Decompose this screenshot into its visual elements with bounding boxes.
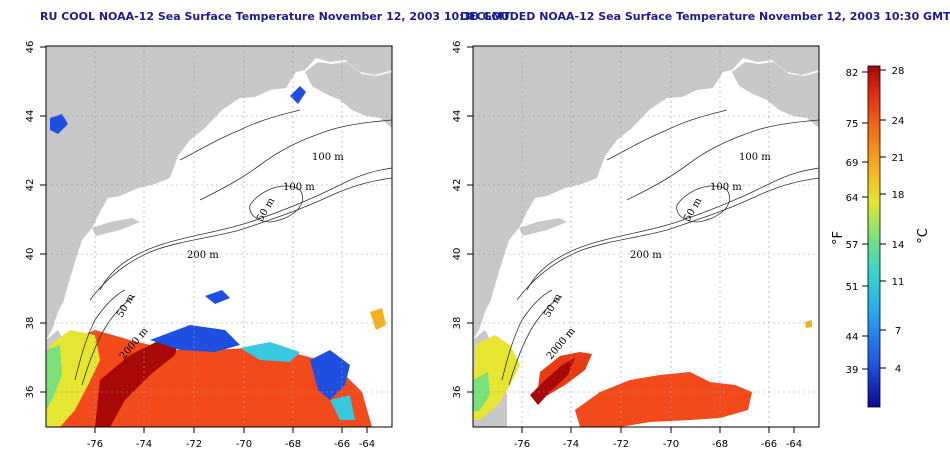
lat-tick-label: 46 bbox=[452, 41, 463, 54]
lat-tick-label: 40 bbox=[25, 248, 36, 261]
fahrenheit-tick: 51 bbox=[846, 282, 859, 293]
lon-tick-label: -66 bbox=[334, 439, 350, 450]
celsius-tick: 7 bbox=[895, 326, 901, 337]
lat-tick-label: 38 bbox=[25, 317, 36, 330]
lon-tick-label: -70 bbox=[663, 439, 679, 450]
sst-hot-band bbox=[530, 358, 575, 405]
nova-scotia-land bbox=[732, 62, 819, 128]
lon-tick-label: -68 bbox=[712, 439, 728, 450]
lon-tick-label: -68 bbox=[285, 439, 301, 450]
contour-label-200m: 200 m bbox=[187, 250, 219, 261]
land-mass bbox=[473, 46, 819, 340]
sst-orange-patch bbox=[805, 320, 812, 328]
sst-small-patch-1 bbox=[205, 290, 230, 304]
fahrenheit-tick: 69 bbox=[846, 158, 859, 169]
fahrenheit-tick: 75 bbox=[846, 119, 859, 130]
contour-label-200m: 200 m bbox=[630, 250, 662, 261]
sst-warm-region bbox=[575, 372, 752, 427]
left-lon-tick-labels: -76 -74 -72 -70 -68 -66 -64 bbox=[87, 439, 375, 450]
celsius-tick: 24 bbox=[892, 116, 905, 127]
depth-contours bbox=[501, 109, 819, 386]
lon-tick-label: -74 bbox=[136, 439, 152, 450]
fahrenheit-tick: 44 bbox=[846, 332, 859, 343]
lat-tick-label: 42 bbox=[452, 179, 463, 192]
temperature-colorbar: 82 75 69 64 57 51 44 39 28 24 21 18 14 1… bbox=[831, 65, 931, 408]
grid-lines bbox=[46, 46, 392, 427]
lat-tick-label: 44 bbox=[452, 110, 463, 123]
colorbar-gradient bbox=[867, 65, 881, 408]
lat-tick-label: 44 bbox=[25, 110, 36, 123]
lon-tick-label: -72 bbox=[186, 439, 202, 450]
contour-label-100m-b: 100 m bbox=[283, 182, 315, 193]
lon-tick-label: -64 bbox=[786, 439, 802, 450]
lon-tick-label: -76 bbox=[514, 439, 530, 450]
left-lat-tick-labels: 46 44 42 40 38 36 bbox=[25, 41, 36, 399]
depth-contours bbox=[74, 109, 392, 386]
fahrenheit-tick: 64 bbox=[846, 193, 859, 204]
lon-tick-label: -64 bbox=[359, 439, 375, 450]
fahrenheit-tick: 39 bbox=[846, 365, 859, 376]
right-map-title: DECLOUDED NOAA-12 Sea Surface Temperatur… bbox=[460, 10, 950, 23]
nova-scotia-land bbox=[305, 62, 392, 128]
sst-green-nearshore bbox=[46, 345, 62, 410]
sst-hot-band bbox=[95, 335, 180, 427]
celsius-tick: 28 bbox=[892, 66, 905, 77]
sst-cyan-patch bbox=[240, 342, 355, 420]
right-map-frame bbox=[472, 45, 820, 428]
fahrenheit-tick: 82 bbox=[846, 68, 859, 79]
lon-tick-label: -66 bbox=[761, 439, 777, 450]
right-lon-tick-labels: -76 -74 -72 -70 -68 -66 -64 bbox=[514, 439, 802, 450]
lon-tick-label: -72 bbox=[613, 439, 629, 450]
lon-tick-label: -76 bbox=[87, 439, 103, 450]
left-map-title: RU COOL NOAA-12 Sea Surface Temperature … bbox=[40, 10, 511, 23]
sst-nova-scotia-patch bbox=[290, 86, 306, 104]
celsius-tick: 21 bbox=[892, 153, 905, 164]
right-map-panel: 100 m 100 m 50 m 200 m 50 m 2000 m -76 -… bbox=[452, 41, 820, 450]
left-map-panel: 100 m 100 m 50 m 200 m 50 m 2000 m -76 -… bbox=[25, 41, 393, 450]
celsius-tick: 4 bbox=[895, 364, 901, 375]
lat-tick-label: 40 bbox=[452, 248, 463, 261]
land-mass bbox=[46, 46, 392, 340]
celsius-unit-label: °C bbox=[916, 228, 931, 244]
contour-label-100m-b: 100 m bbox=[710, 182, 742, 193]
celsius-tick: 11 bbox=[892, 277, 905, 288]
celsius-tick: 14 bbox=[892, 240, 905, 251]
lat-tick-label: 36 bbox=[452, 386, 463, 399]
celsius-tick-labels: 28 24 21 18 14 11 7 4 bbox=[892, 66, 905, 375]
left-map-frame bbox=[45, 45, 393, 428]
contour-label-100m-a: 100 m bbox=[739, 152, 771, 163]
long-island bbox=[92, 218, 140, 236]
lat-tick-label: 42 bbox=[25, 179, 36, 192]
lat-tick-label: 38 bbox=[452, 317, 463, 330]
celsius-tick: 18 bbox=[892, 190, 905, 201]
sst-green-nearshore bbox=[473, 372, 490, 412]
fahrenheit-unit-label: °F bbox=[831, 231, 846, 245]
grid-lines bbox=[473, 46, 819, 427]
fahrenheit-tick: 57 bbox=[846, 240, 859, 251]
sst-cool-edge bbox=[150, 325, 350, 400]
fahrenheit-tick-labels: 82 75 69 64 57 51 44 39 bbox=[846, 68, 859, 376]
long-island bbox=[519, 218, 567, 236]
right-lat-tick-labels: 46 44 42 40 38 36 bbox=[452, 41, 463, 399]
contour-label-100m-a: 100 m bbox=[312, 152, 344, 163]
lon-tick-label: -70 bbox=[236, 439, 252, 450]
sst-gulf-maine-patch bbox=[50, 114, 68, 134]
sst-small-patch-2 bbox=[370, 308, 386, 330]
lat-tick-label: 46 bbox=[25, 41, 36, 54]
lon-tick-label: -74 bbox=[563, 439, 579, 450]
lat-tick-label: 36 bbox=[25, 386, 36, 399]
